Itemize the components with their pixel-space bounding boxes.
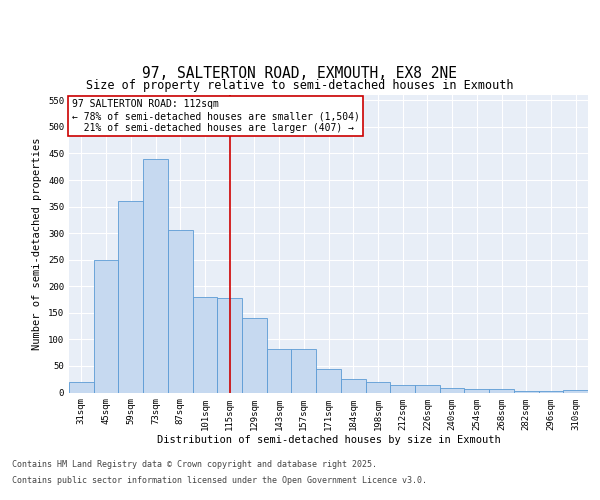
Bar: [242, 318, 267, 392]
Bar: [292, 349, 316, 393]
Bar: [94, 260, 118, 392]
Bar: [217, 298, 242, 392]
Bar: [316, 368, 341, 392]
Y-axis label: Number of semi-detached properties: Number of semi-detached properties: [32, 138, 43, 350]
Bar: [563, 390, 588, 392]
Bar: [440, 388, 464, 392]
Bar: [464, 390, 489, 392]
Bar: [489, 390, 514, 392]
Text: 97 SALTERTON ROAD: 112sqm
← 78% of semi-detached houses are smaller (1,504)
  21: 97 SALTERTON ROAD: 112sqm ← 78% of semi-…: [71, 100, 359, 132]
Bar: [415, 384, 440, 392]
Bar: [193, 297, 217, 392]
X-axis label: Distribution of semi-detached houses by size in Exmouth: Distribution of semi-detached houses by …: [157, 435, 500, 445]
Bar: [118, 201, 143, 392]
Bar: [69, 382, 94, 392]
Bar: [143, 159, 168, 392]
Text: 97, SALTERTON ROAD, EXMOUTH, EX8 2NE: 97, SALTERTON ROAD, EXMOUTH, EX8 2NE: [143, 66, 458, 81]
Text: Size of property relative to semi-detached houses in Exmouth: Size of property relative to semi-detach…: [86, 80, 514, 92]
Text: Contains public sector information licensed under the Open Government Licence v3: Contains public sector information licen…: [12, 476, 427, 485]
Bar: [168, 230, 193, 392]
Bar: [390, 384, 415, 392]
Bar: [365, 382, 390, 392]
Text: Contains HM Land Registry data © Crown copyright and database right 2025.: Contains HM Land Registry data © Crown c…: [12, 460, 377, 469]
Bar: [514, 391, 539, 392]
Bar: [341, 379, 365, 392]
Bar: [267, 349, 292, 393]
